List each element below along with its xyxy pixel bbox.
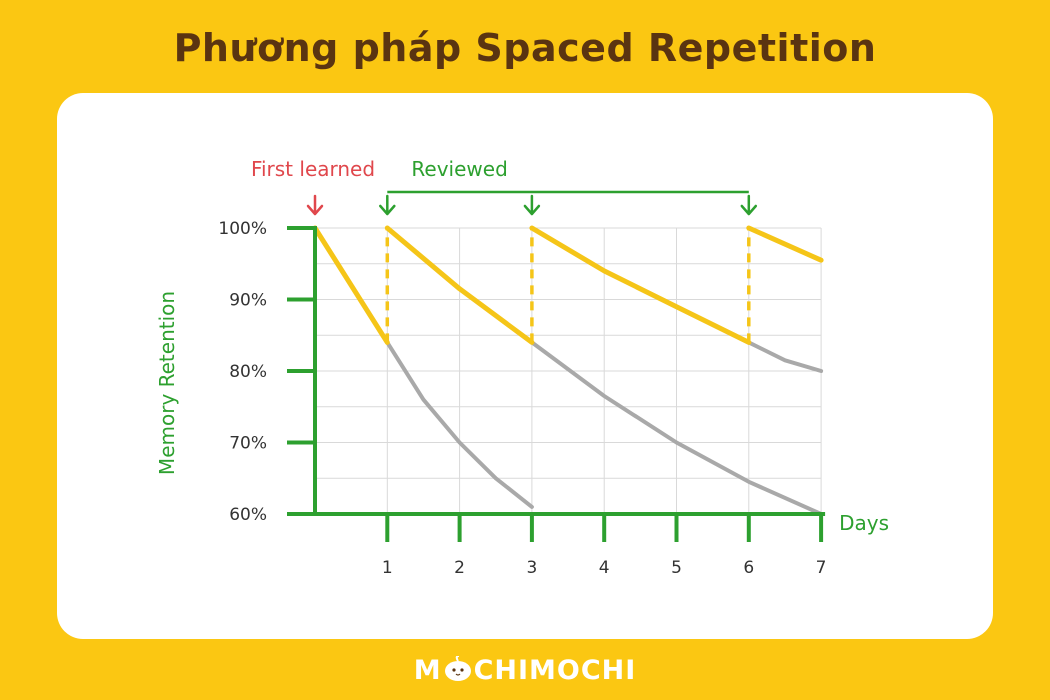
retention-curve-segment	[312, 225, 390, 345]
y-tick-label: 100%	[218, 219, 267, 239]
x-tick-label: 3	[526, 558, 537, 578]
retention-curve-segment	[746, 225, 824, 263]
chart-card: 100% 90% 80% 70% 60% 1 2 3 4 5 6 7 Days Memory Retent…	[57, 93, 993, 639]
mochi-mascot-icon	[444, 656, 471, 681]
brand-suffix: CHIMOCHI	[473, 655, 637, 686]
forgetting-curve	[385, 340, 534, 509]
reviewed-label: Reviewed	[411, 157, 507, 181]
x-tick-label: 7	[816, 558, 827, 578]
x-tick-label: 6	[743, 558, 754, 578]
reviewed-arrow-icon	[379, 194, 396, 216]
brand-logo: M CHIMOCHI	[0, 655, 1050, 686]
retention-curve-segment	[529, 225, 752, 345]
first-learned-label: First learned	[251, 157, 375, 181]
retention-chart: 100% 90% 80% 70% 60% 1 2 3 4 5 6 7 Days Memory Retent…	[155, 157, 889, 578]
x-tick-label: 1	[382, 558, 393, 578]
y-tick-label: 60%	[229, 505, 267, 525]
y-tick-label: 70%	[229, 434, 267, 454]
reviewed-arrow-icon	[740, 194, 758, 216]
axes	[287, 226, 826, 542]
forgetting-curve	[746, 340, 824, 373]
reviewed-arrow-icon	[523, 194, 541, 216]
brand-prefix: M	[413, 655, 442, 686]
x-tick-label: 2	[454, 558, 465, 578]
x-tick-label: 5	[671, 558, 682, 578]
retention-curve-segment	[384, 225, 535, 345]
y-tick-label: 90%	[229, 291, 267, 311]
y-axis-label: Memory Retention	[155, 291, 179, 475]
page-title: Phương pháp Spaced Repetition	[173, 26, 877, 70]
forgetting-curve	[529, 340, 824, 516]
x-tick-label: 4	[599, 558, 610, 578]
x-axis-label: Days	[839, 511, 889, 535]
y-tick-label: 80%	[229, 362, 267, 382]
curves	[312, 225, 824, 516]
labels: 100% 90% 80% 70% 60% 1 2 3 4 5 6 7 Days Memory Retent…	[155, 157, 889, 578]
first-learned-arrow-icon	[306, 194, 324, 216]
